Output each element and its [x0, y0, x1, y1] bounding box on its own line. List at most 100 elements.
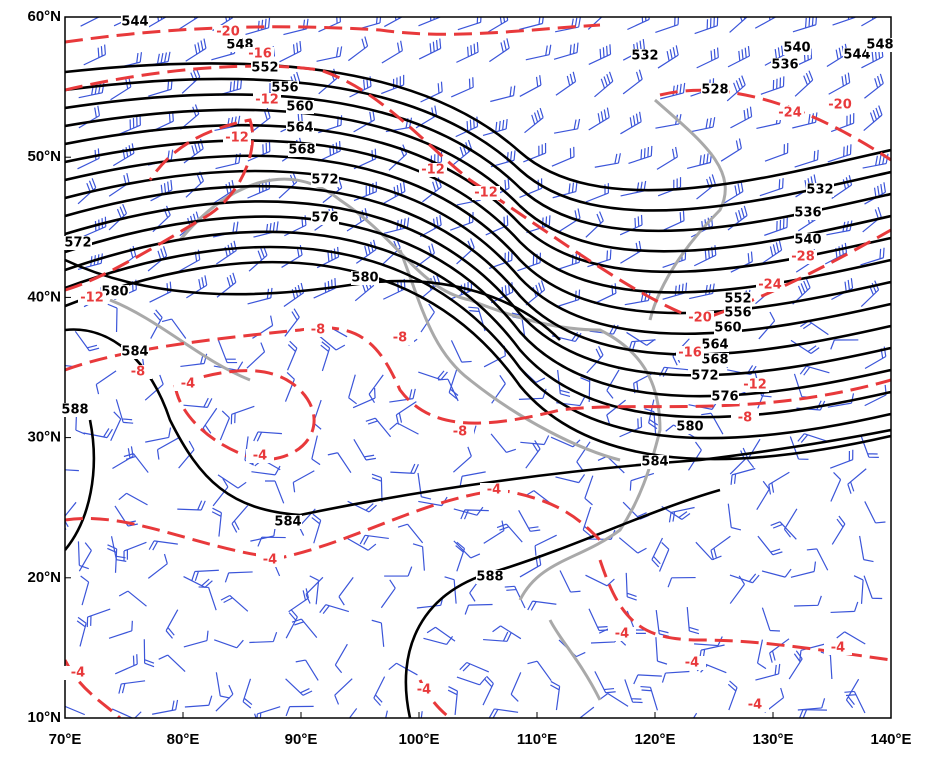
height-label: 536 [794, 206, 821, 221]
label-bg [223, 131, 251, 145]
wind-barb [730, 467, 756, 485]
wind-barb [183, 138, 204, 164]
wind-barb [629, 472, 655, 491]
wind-barb [555, 474, 586, 484]
wind-barb [464, 603, 493, 615]
wind-barb [525, 44, 552, 61]
wind-barb [212, 478, 229, 507]
wind-barb [832, 17, 856, 26]
wind-barb [252, 315, 274, 339]
wind-barb [215, 684, 234, 712]
wind-barb [447, 686, 459, 716]
wind-barb [285, 705, 314, 717]
temperature-label: -4 [831, 641, 845, 656]
wind-barb [490, 150, 516, 168]
label-bg [741, 378, 769, 392]
wind-barb [110, 411, 122, 442]
wind-barb [380, 579, 396, 609]
y-tick-label: 20°N [27, 569, 61, 586]
wind-barb [764, 217, 788, 236]
height-label: 588 [476, 570, 503, 585]
wind-barb [198, 586, 217, 611]
wind-barb [859, 535, 874, 563]
wind-barb [489, 38, 510, 63]
temperature-label: -4 [487, 483, 501, 498]
wind-barb [864, 73, 884, 99]
wind-barb [242, 678, 253, 709]
wind-barb [295, 659, 319, 681]
wind-barb [334, 678, 353, 705]
label-bg [286, 121, 314, 135]
wind-barb [764, 142, 789, 162]
height-line [65, 258, 561, 341]
wind-barb [214, 115, 241, 132]
temperature-label: -4 [181, 377, 195, 392]
wind-barb [794, 595, 822, 607]
label-bg [410, 683, 438, 697]
wind-barb [334, 643, 348, 674]
wind-barb [754, 17, 777, 29]
wind-barb [756, 480, 770, 511]
contour-labels: 5445485525565605645685725765725805805845… [61, 15, 894, 713]
x-tick-label: 130°E [752, 731, 793, 748]
wind-barb [212, 17, 234, 32]
temperature-label: -16 [678, 346, 702, 361]
label-bg [826, 98, 854, 112]
wind-barb [586, 345, 604, 374]
wind-barb [183, 630, 209, 648]
temperature-label: -20 [688, 311, 712, 326]
label-bg [311, 211, 339, 225]
height-label: 580 [676, 420, 703, 435]
wind-barb [284, 308, 300, 337]
wind-barb [693, 245, 717, 267]
temperature-label: -4 [685, 656, 699, 671]
wind-barb [245, 17, 271, 35]
wind-barb [178, 440, 195, 469]
wind-barb [490, 433, 517, 453]
wind-barb [488, 708, 519, 718]
label-bg [476, 570, 504, 584]
wind-barb [525, 280, 546, 306]
wind-barb [83, 44, 106, 66]
wind-barb [320, 341, 331, 372]
label-bg [121, 15, 149, 29]
wind-barb [118, 680, 146, 694]
wind-barb [755, 663, 781, 681]
wind-barb [444, 576, 457, 604]
wind-barb [689, 117, 716, 133]
y-tick-label: 30°N [27, 429, 61, 446]
wind-barb [383, 278, 406, 300]
wind-barb [453, 506, 484, 516]
wind-barb [246, 342, 266, 369]
label-bg [701, 353, 729, 367]
wind-barb [797, 433, 828, 443]
wind-barb [249, 631, 278, 644]
wind-barb [365, 417, 392, 438]
wind-barb [317, 334, 346, 351]
height-label: 576 [311, 211, 338, 226]
wind-barb [628, 145, 653, 164]
wind-barb [625, 572, 637, 601]
wind-barb [863, 105, 883, 132]
wind-barb [761, 568, 792, 578]
y-tick-label: 60°N [27, 8, 61, 25]
height-line [65, 245, 891, 440]
height-label: 572 [691, 369, 718, 384]
wind-barb [722, 181, 744, 205]
wind-barb [729, 575, 745, 604]
wind-barb [726, 75, 746, 102]
label-bg [731, 411, 759, 425]
wind-barb [118, 590, 147, 607]
wind-barb [117, 115, 141, 136]
y-tick-label: 40°N [27, 288, 61, 305]
label-bg [701, 83, 729, 97]
wind-barb [253, 431, 282, 442]
wind-barb [76, 616, 87, 647]
wind-barb [482, 675, 494, 706]
wind-barb [214, 639, 244, 649]
wind-barb [371, 473, 383, 502]
label-bg [771, 58, 799, 72]
wind-barb [633, 674, 662, 685]
wind-barb [359, 534, 389, 545]
